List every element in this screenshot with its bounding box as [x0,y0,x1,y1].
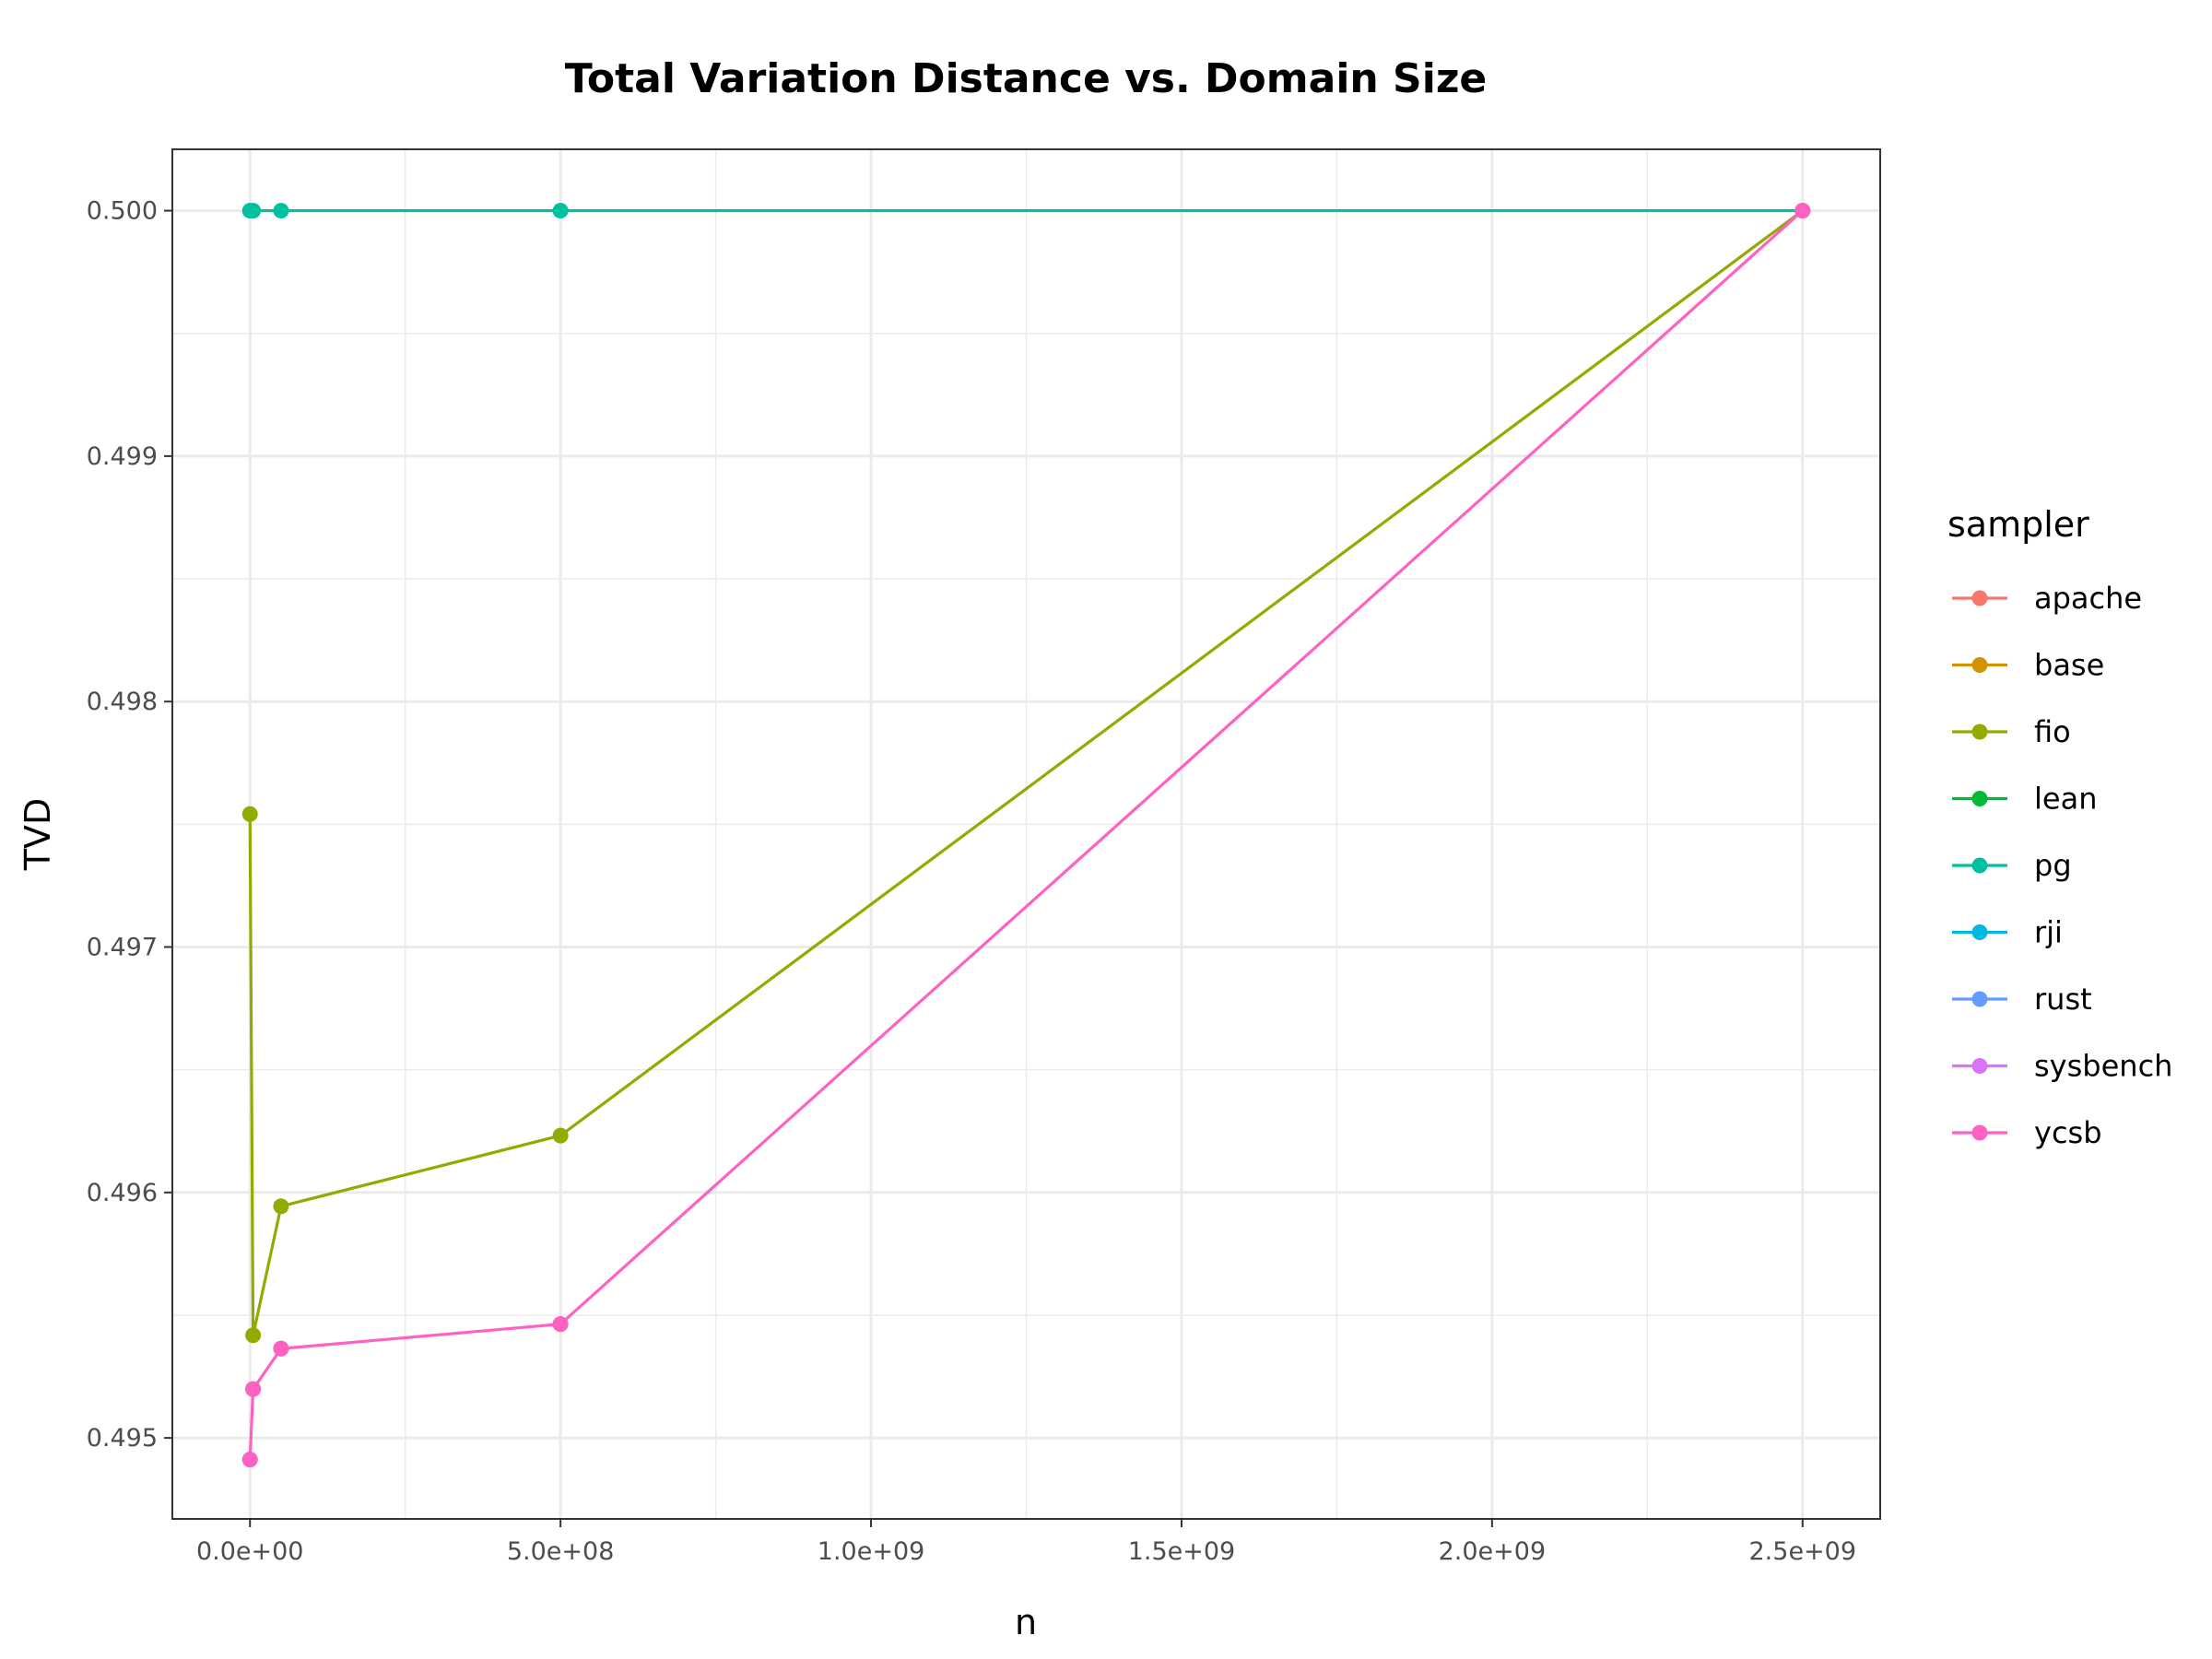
series-points [241,203,1811,1468]
legend-label: fio [2034,714,2071,749]
data-point-ycsb [245,1381,262,1397]
legend-key-point [1971,724,1988,740]
legend-item-apache: apache [1952,581,2142,616]
legend-key-point [1971,657,1988,673]
legend-item-fio: fio [1952,714,2071,749]
y-tick-label: 0.496 [87,1179,158,1207]
x-tick-label: 5.0e+08 [507,1537,615,1566]
legend-key-point [1971,1058,1988,1074]
legend: sampler apache base fio lean pg rji rust sysben… [1947,504,2172,1150]
data-point-ycsb [552,1316,569,1333]
y-tick-label: 0.498 [87,688,158,716]
x-tick-label: 1.5e+09 [1128,1537,1236,1566]
legend-item-base: base [1952,648,2104,683]
legend-key-point [1971,1124,1988,1141]
y-tick-label: 0.500 [87,197,158,226]
legend-key-point [1971,924,1988,940]
plot-border [171,148,1881,1520]
x-tick-label: 2.0e+09 [1439,1537,1547,1566]
legend-key-point [1971,590,1988,606]
data-point-ycsb [1794,203,1811,219]
y-tick-label: 0.499 [87,442,158,471]
legend-label: base [2034,648,2104,683]
legend-item-sysbench: sysbench [1952,1049,2172,1084]
x-axis: 0.0e+00 5.0e+08 1.0e+09 1.5e+09 2.0e+09 2.5e+… [196,1519,1856,1566]
data-point-fio [273,1198,289,1215]
chart-title: Total Variation Distance vs. Domain Size [565,55,1488,102]
data-point-ycsb [241,1452,258,1468]
legend-item-rji: rji [1952,915,2063,950]
data-point-pg [245,203,262,219]
y-axis-title: TVD [18,798,58,871]
data-point-pg [552,203,569,219]
legend-label: ycsb [2034,1115,2102,1150]
data-point-fio [241,806,258,822]
legend-item-lean: lean [1952,782,2097,817]
x-axis-title: n [1015,1602,1037,1642]
x-tick-label: 0.0e+00 [196,1537,304,1566]
data-point-fio [245,1327,262,1344]
y-tick-label: 0.495 [87,1424,158,1453]
legend-item-pg: pg [1952,848,2072,883]
y-tick-label: 0.497 [87,934,158,962]
legend-label: rust [2034,982,2092,1017]
minor-gridlines [172,149,1880,1519]
data-point-ycsb [273,1340,289,1357]
legend-key-point [1971,991,1988,1007]
y-axis: 0.495 0.496 0.497 0.498 0.499 0.500 [87,197,172,1453]
legend-label: apache [2034,581,2142,616]
legend-label: lean [2034,782,2097,817]
legend-label: pg [2034,848,2072,883]
legend-title: sampler [1947,504,2089,545]
data-point-pg [273,203,289,219]
legend-item-ycsb: ycsb [1952,1115,2102,1150]
x-tick-label: 2.5e+09 [1749,1537,1857,1566]
legend-label: rji [2034,915,2063,950]
legend-label: sysbench [2034,1049,2172,1084]
legend-item-rust: rust [1952,982,2092,1017]
legend-key-point [1971,857,1988,874]
data-point-fio [552,1127,569,1144]
legend-key-point [1971,791,1988,806]
legend-items: apache base fio lean pg rji rust sysbench ycsb [1952,581,2172,1150]
x-tick-label: 1.0e+09 [818,1537,925,1566]
